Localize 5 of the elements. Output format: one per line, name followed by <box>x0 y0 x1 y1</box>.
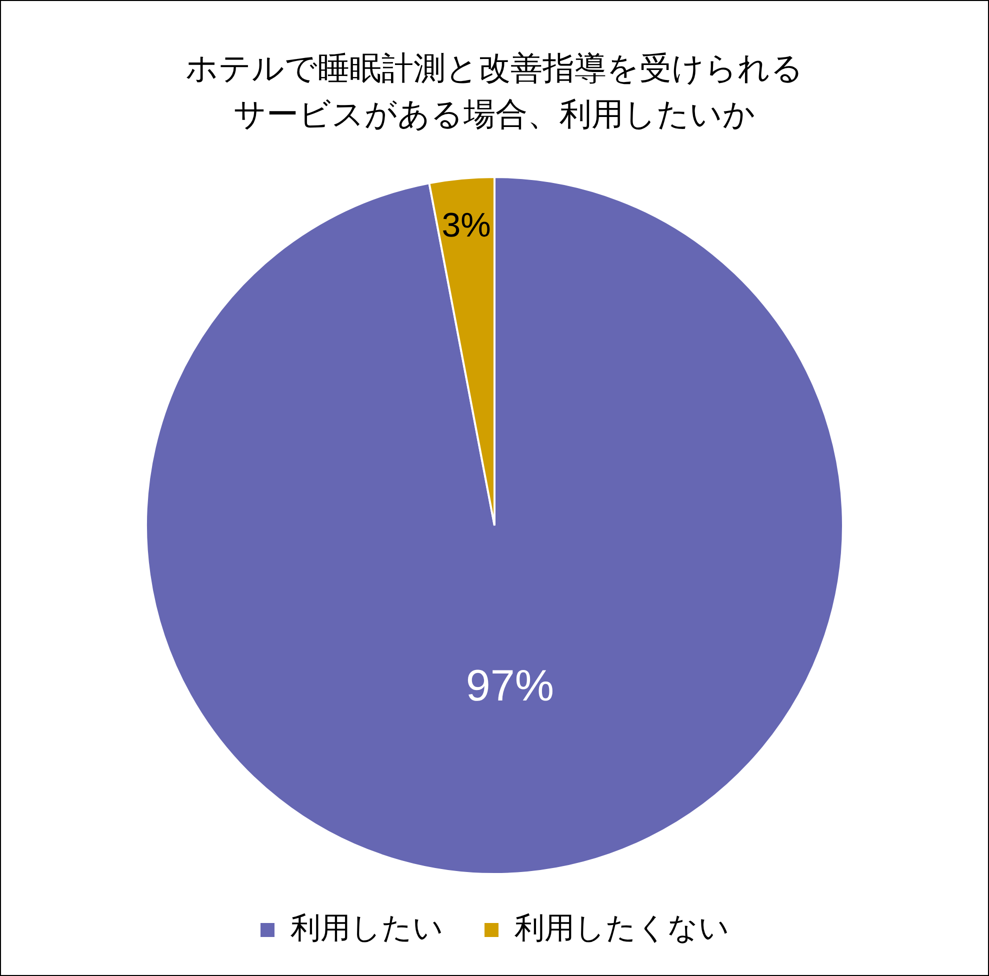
legend-label: 利用したくない <box>514 910 730 946</box>
legend-label: 利用したい <box>290 910 444 946</box>
data-label: 3% <box>442 206 491 244</box>
data-label: 97% <box>466 662 554 711</box>
chart-title: ホテルで睡眠計測と改善指導を受けられるサービスがある場合、利用したいか <box>184 48 804 136</box>
